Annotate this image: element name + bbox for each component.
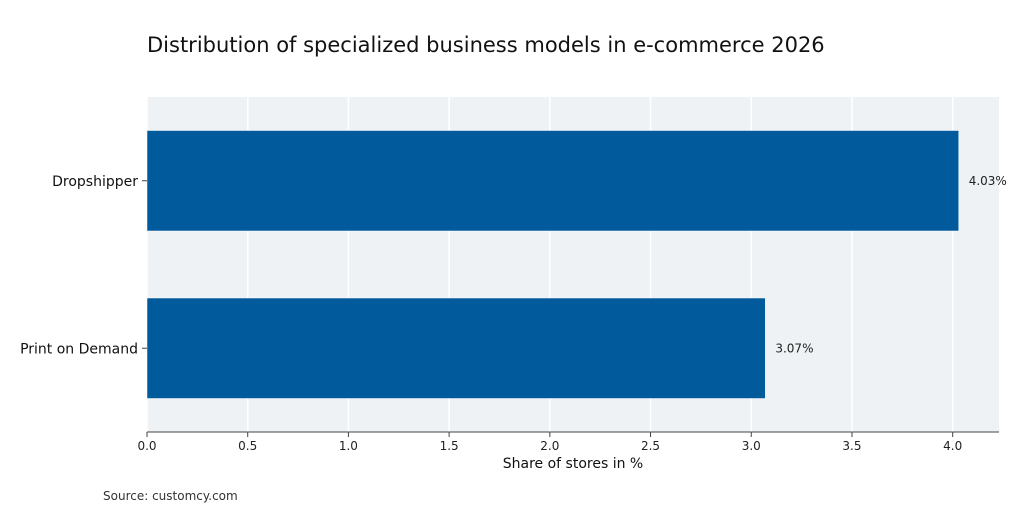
bar [146,297,766,399]
x-tick-label: 1.0 [339,439,358,453]
bar [146,130,959,232]
chart-title: Distribution of specialized business mod… [147,33,825,57]
x-tick-label: 1.5 [440,439,459,453]
x-tick-label: 3.0 [742,439,761,453]
data-label: 3.07% [775,341,813,355]
y-tick-label: Print on Demand [20,341,138,357]
x-tick-label: 3.5 [842,439,861,453]
source-note: Source: customcy.com [103,489,238,503]
x-tick-label: 2.0 [540,439,559,453]
data-label: 4.03% [969,174,1007,188]
y-tick-label: Dropshipper [52,174,138,190]
x-axis-label: Share of stores in % [503,456,643,472]
x-tick-label: 4.0 [943,439,962,453]
x-tick-label: 2.5 [641,439,660,453]
x-tick-label: 0.5 [238,439,257,453]
x-tick-label: 0.0 [137,439,156,453]
